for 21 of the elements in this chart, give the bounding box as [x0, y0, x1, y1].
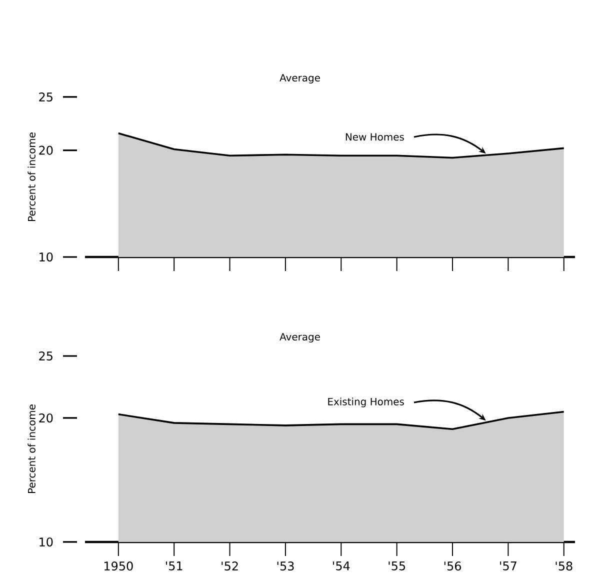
x-tick-label: '52	[222, 562, 238, 571]
x-tick-label: '56	[444, 562, 462, 571]
y-tick-label: 10	[40, 252, 53, 262]
y-tick-label: 25	[39, 92, 52, 102]
x-tick-label: '57	[500, 562, 516, 570]
chart-title: Average	[280, 333, 320, 342]
x-tick-label: '55	[388, 562, 406, 570]
series-label: Existing Homes	[328, 398, 404, 408]
x-tick-label: '58	[556, 562, 572, 571]
y-axis-title: Percent of income	[28, 404, 36, 493]
chart-title: Average	[280, 74, 320, 84]
series-label: New Homes	[346, 133, 404, 141]
x-tick-label: 1950	[104, 562, 133, 571]
y-tick-label: 20	[39, 146, 53, 155]
y-axis-title: Percent of income	[28, 132, 36, 221]
y-tick-label: 25	[39, 351, 52, 361]
y-tick-label: 20	[39, 413, 53, 423]
x-tick-label: '54	[333, 562, 350, 570]
x-tick-label: '51	[166, 562, 182, 570]
x-tick-label: '53	[277, 562, 294, 571]
y-tick-label: 10	[40, 537, 53, 547]
